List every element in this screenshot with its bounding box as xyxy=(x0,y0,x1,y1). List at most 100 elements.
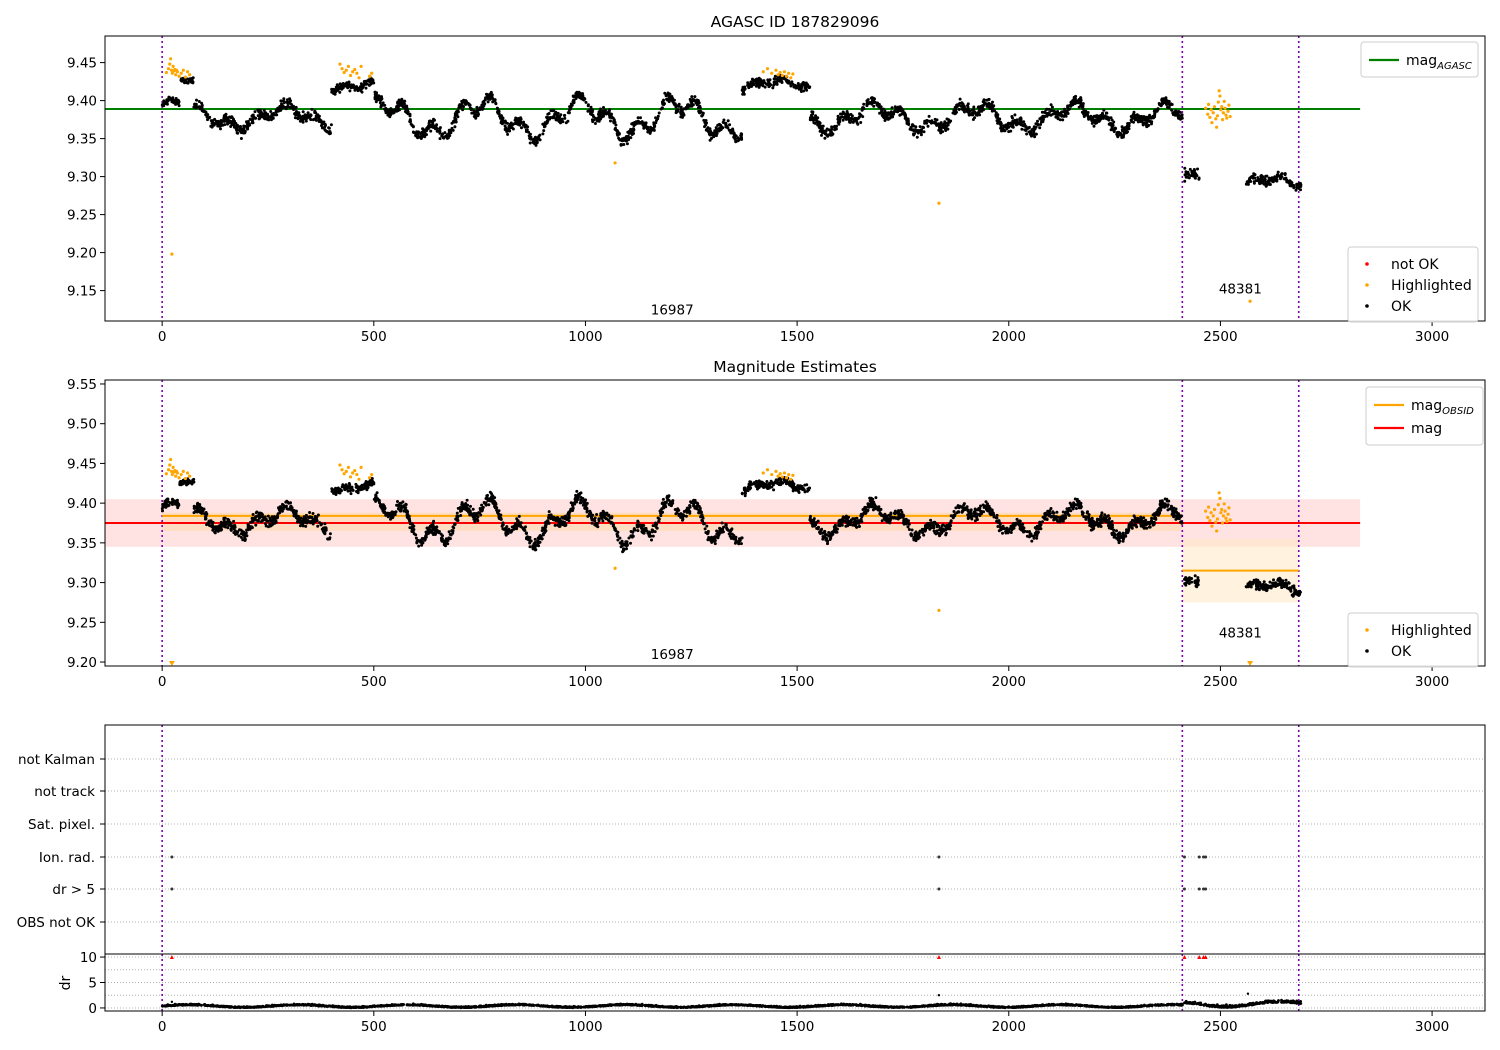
ok-point xyxy=(836,121,840,124)
ok-point xyxy=(994,113,998,117)
ok-point xyxy=(749,480,753,484)
ok-point xyxy=(770,481,774,485)
ok-point xyxy=(396,500,399,503)
ok-point xyxy=(784,480,788,484)
ok-point xyxy=(693,95,697,99)
ok-point xyxy=(1060,114,1064,118)
ok-point xyxy=(759,80,763,84)
ok-point xyxy=(226,122,229,126)
highlighted-point xyxy=(1215,114,1220,118)
ok-point xyxy=(324,528,328,532)
ok-point xyxy=(598,107,602,111)
ok-point xyxy=(702,118,706,122)
ok-point xyxy=(966,108,970,112)
ok-point xyxy=(490,93,494,97)
ok-point xyxy=(320,527,324,531)
ok-point xyxy=(460,102,464,105)
ok-point xyxy=(1013,113,1017,117)
highlighted-point xyxy=(164,70,168,75)
ok-point xyxy=(171,501,175,505)
ok-point xyxy=(638,121,642,124)
ok-point xyxy=(374,93,378,97)
ok-point xyxy=(229,524,233,528)
ok-point xyxy=(622,547,625,551)
ok-point xyxy=(1115,131,1119,134)
ok-point xyxy=(383,506,387,510)
ok-point xyxy=(703,527,707,531)
ok-point xyxy=(1041,120,1045,124)
ok-point xyxy=(389,517,392,521)
ok-point xyxy=(719,126,723,129)
ok-point xyxy=(491,100,495,104)
ok-point xyxy=(510,126,514,130)
ok-point xyxy=(226,517,230,521)
ok-point xyxy=(519,524,522,527)
ok-point xyxy=(772,77,776,81)
ok-point xyxy=(1115,133,1119,137)
ok-point xyxy=(415,134,419,138)
ok-point xyxy=(681,517,685,521)
ok-point xyxy=(1068,107,1071,111)
ok-point xyxy=(349,492,353,496)
ok-point xyxy=(707,536,711,539)
ok-point xyxy=(350,485,354,489)
magnitude-estimates-panel: Magnitude Estimates 0 500 1000 1500 2000 2500… xyxy=(67,358,1486,690)
ok-point xyxy=(958,97,962,101)
ok-point xyxy=(597,519,601,523)
ok-point xyxy=(579,496,583,499)
ok-point xyxy=(872,104,876,108)
ok-point xyxy=(448,128,452,132)
ok-point xyxy=(1043,115,1046,119)
ok-point xyxy=(734,140,738,144)
ok-point xyxy=(474,110,477,114)
ok-point xyxy=(982,99,986,103)
ok-point xyxy=(281,507,285,511)
ok-point xyxy=(425,133,428,137)
ok-point xyxy=(633,121,637,124)
ok-point xyxy=(679,111,683,115)
ok-point xyxy=(543,124,547,128)
ok-point xyxy=(780,480,784,484)
ok-point xyxy=(232,531,236,535)
ok-point xyxy=(1066,104,1070,108)
ok-point xyxy=(698,111,701,115)
ok-point xyxy=(547,513,551,517)
ok-point xyxy=(697,101,701,105)
ok-point xyxy=(829,133,833,137)
ok-point xyxy=(643,123,647,127)
ok-point xyxy=(501,523,505,527)
ok-point xyxy=(326,130,330,134)
ok-point xyxy=(602,514,606,518)
ok-point xyxy=(1298,181,1302,185)
x-tick-label: 2000 xyxy=(992,329,1026,345)
ok-point xyxy=(689,500,693,504)
ok-point xyxy=(1196,167,1199,171)
ok-point xyxy=(337,87,341,91)
ok-point xyxy=(1091,118,1095,121)
ok-point xyxy=(392,110,396,114)
ok-point xyxy=(551,116,554,120)
ok-point xyxy=(285,499,289,503)
ok-point xyxy=(734,540,738,544)
ok-point xyxy=(624,139,628,143)
highlighted-point xyxy=(171,64,175,68)
ok-point xyxy=(729,536,733,540)
ok-point xyxy=(697,511,701,515)
ok-point xyxy=(201,109,205,113)
ok-point xyxy=(486,493,489,497)
ok-point xyxy=(239,137,243,140)
ok-point xyxy=(435,123,439,127)
ok-point xyxy=(762,486,766,489)
highlighted-point xyxy=(1216,100,1220,104)
ok-point xyxy=(778,79,782,83)
legend-label-subscript: AGASC xyxy=(1436,61,1472,72)
ok-point xyxy=(311,512,315,515)
ok-point xyxy=(669,504,673,508)
ok-point xyxy=(752,482,756,486)
ok-point xyxy=(519,120,523,124)
ok-point xyxy=(411,125,415,129)
ok-point xyxy=(301,119,305,123)
ok-point xyxy=(892,111,896,115)
ok-point xyxy=(360,85,364,89)
ok-point xyxy=(429,129,433,133)
